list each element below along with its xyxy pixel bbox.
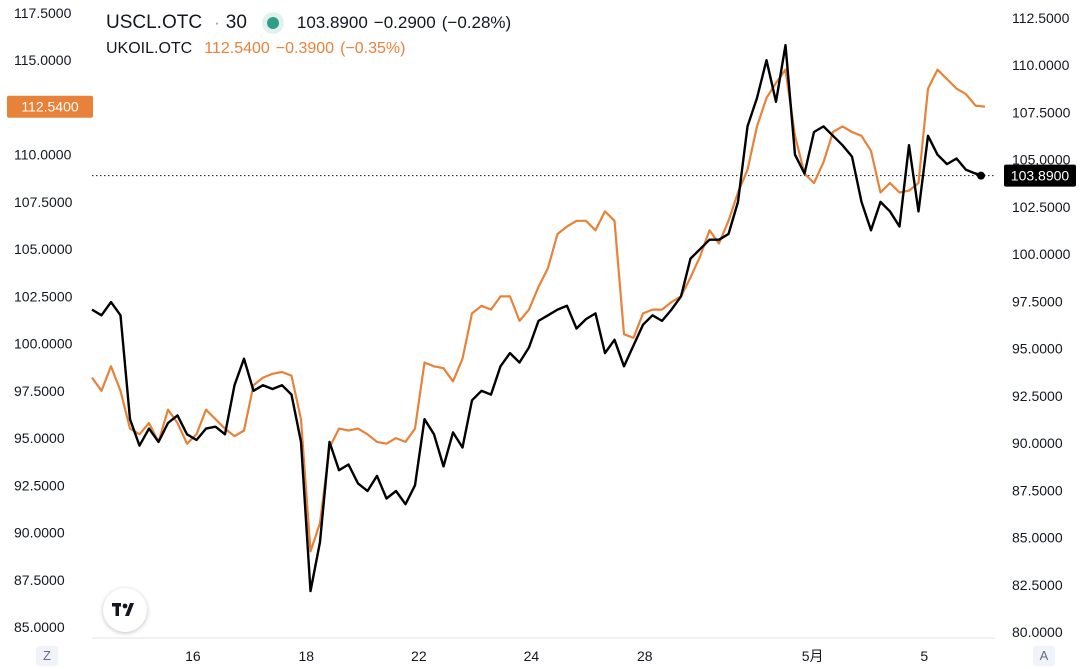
legend-change-uscl: −0.2900 xyxy=(373,13,436,32)
right-axis-tick-label: 92.5000 xyxy=(1012,388,1063,404)
chart-legend: USCL.OTC · 30 103.8900 −0.2900 (−0.28%) UKOIL… xyxy=(106,10,517,62)
left-axis-tick-label: 92.5000 xyxy=(14,477,65,493)
tradingview-logo-icon[interactable] xyxy=(103,588,147,632)
time-axis-tick-label: 18 xyxy=(299,648,315,664)
right-axis-tick-label: 100.0000 xyxy=(1012,246,1071,262)
auto-scale-button[interactable]: A xyxy=(1033,646,1055,666)
market-status-dot-icon xyxy=(266,17,279,29)
left-axis-tick-label: 110.0000 xyxy=(14,147,72,163)
time-axis-tick-label: 5 xyxy=(920,648,928,664)
left-axis-tick-label: 95.0000 xyxy=(14,430,65,446)
legend-symbol-ukoil[interactable]: UKOIL.OTC xyxy=(106,40,193,57)
time-axis[interactable]: 16 18 22 24 28 5月 5 xyxy=(185,648,928,664)
left-axis-tick-label: 100.0000 xyxy=(14,336,73,352)
legend-price-uscl: 103.8900 xyxy=(296,13,368,32)
legend-change-ukoil: −0.3900 xyxy=(275,40,335,57)
left-axis-tick-label: 117.5000 xyxy=(14,5,72,21)
left-axis-tick-label: 90.0000 xyxy=(14,525,65,541)
right-axis-tick-label: 80.0000 xyxy=(1012,624,1063,640)
left-axis-tick-label: 85.0000 xyxy=(14,619,65,635)
right-axis-tick-label: 95.0000 xyxy=(1012,341,1063,357)
right-axis-tick-label: 107.5000 xyxy=(1012,104,1071,120)
right-price-axis[interactable]: 112.5000 110.0000 107.5000 105.0000 102.5000… xyxy=(1012,10,1071,640)
time-axis-tick-label: 24 xyxy=(524,648,540,664)
left-axis-tick-label: 107.5000 xyxy=(14,194,73,210)
badge-ukoil-label: 112.5400 xyxy=(21,99,79,115)
right-axis-tick-label: 110.0000 xyxy=(1012,57,1070,73)
right-axis-tick-label: 82.5000 xyxy=(1012,577,1063,593)
legend-separator: · xyxy=(214,13,220,32)
time-axis-tick-label: 5月 xyxy=(802,648,824,664)
last-price-badge-ukoil: 112.5400 xyxy=(7,95,93,118)
legend-interval[interactable]: 30 xyxy=(225,12,247,33)
legend-change-pct-ukoil: (−0.35%) xyxy=(340,40,406,57)
left-axis-tick-label: 87.5000 xyxy=(14,572,65,588)
zoom-toggle-button[interactable]: Z xyxy=(36,646,58,666)
last-price-badge-uscl: 103.8900 xyxy=(1004,164,1076,187)
left-axis-tick-label: 115.0000 xyxy=(14,52,72,68)
time-axis-tick-label: 22 xyxy=(411,648,427,664)
right-axis-tick-label: 85.0000 xyxy=(1012,530,1063,546)
legend-row-ukoil[interactable]: UKOIL.OTC 112.5400 −0.3900 (−0.35%) xyxy=(106,36,517,62)
legend-symbol-uscl[interactable]: USCL.OTC xyxy=(106,12,203,33)
right-axis-tick-label: 87.5000 xyxy=(1012,482,1063,498)
left-axis-tick-label: 102.5000 xyxy=(14,288,73,304)
left-price-axis[interactable]: 117.5000115.0000112.5000110.0000107.5000… xyxy=(14,5,73,635)
right-axis-tick-label: 105.0000 xyxy=(1012,152,1071,168)
series-line-ukoil xyxy=(91,68,986,553)
left-axis-tick-label: 97.5000 xyxy=(14,383,65,399)
right-axis-tick-label: 112.5000 xyxy=(1012,10,1070,26)
legend-row-uscl[interactable]: USCL.OTC · 30 103.8900 −0.2900 (−0.28%) xyxy=(106,10,517,36)
last-point-marker-uscl xyxy=(977,171,985,180)
legend-price-ukoil: 112.5400 xyxy=(204,40,270,57)
right-axis-tick-label: 97.5000 xyxy=(1012,293,1063,309)
right-axis-tick-label: 102.5000 xyxy=(1012,199,1071,215)
right-axis-tick-label: 90.0000 xyxy=(1012,435,1063,451)
badge-uscl-label: 103.8900 xyxy=(1011,168,1070,184)
time-axis-tick-label: 28 xyxy=(637,648,653,664)
left-axis-tick-label: 105.0000 xyxy=(14,241,73,257)
legend-change-pct-uscl: (−0.28%) xyxy=(441,13,512,32)
series-line-uscl xyxy=(91,43,986,593)
time-axis-tick-label: 16 xyxy=(185,648,201,664)
